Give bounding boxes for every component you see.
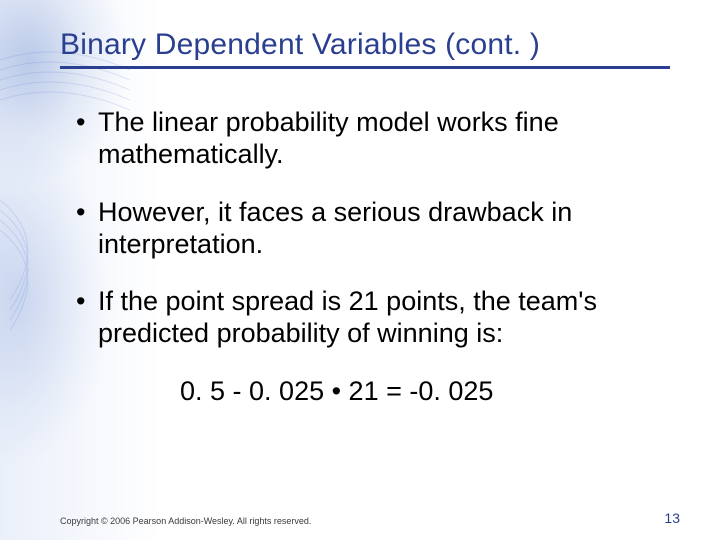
bullet-list: The linear probability model works fine … xyxy=(60,107,670,350)
page-number: 13 xyxy=(664,510,680,526)
bullet-item: However, it faces a serious drawback in … xyxy=(76,197,670,261)
equation-text: 0. 5 - 0. 025 • 21 = -0. 025 xyxy=(180,376,670,407)
copyright-text: Copyright © 2006 Pearson Addison-Wesley.… xyxy=(60,516,311,526)
bullet-item: If the point spread is 21 points, the te… xyxy=(76,286,670,350)
bullet-item: The linear probability model works fine … xyxy=(76,107,670,171)
title-underline xyxy=(60,66,670,69)
footer: Copyright © 2006 Pearson Addison-Wesley.… xyxy=(60,510,680,526)
slide-container: Binary Dependent Variables (cont. ) The … xyxy=(0,0,720,540)
slide-title: Binary Dependent Variables (cont. ) xyxy=(60,28,670,62)
